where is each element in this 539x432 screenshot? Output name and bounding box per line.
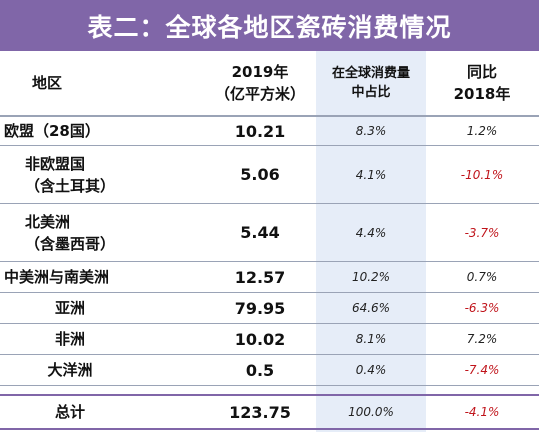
table-row: 非洲 10.02 8.1% 7.2% (0, 324, 539, 355)
total-label: 总计 (54, 403, 85, 421)
region-name: 亚洲 (54, 299, 85, 317)
header-region: 地区 (32, 74, 63, 92)
header-yoy: 同比 2018年 (453, 63, 511, 103)
yoy-value: 7.2% (466, 332, 498, 346)
share-value: 4.4% (355, 225, 387, 240)
yoy-value: 1.2% (466, 124, 498, 138)
header-value: 2019年 （亿平方米） (214, 63, 305, 103)
share-value: 8.3% (355, 124, 387, 138)
total-share: 100.0% (348, 405, 394, 419)
region-name: 大洋洲 (47, 361, 93, 379)
table-row: 中美洲与南美洲 12.57 10.2% 0.7% (0, 262, 539, 293)
yoy-value: 0.7% (466, 270, 498, 284)
header-share: 在全球消费量 中占比 (331, 66, 410, 100)
table-row: 北美洲 （含墨西哥） 5.44 4.4% -3.7% (0, 204, 539, 262)
share-value: 8.1% (355, 332, 387, 346)
total-row: 总计 123.75 100.0% -4.1% (0, 394, 539, 430)
table-title: 表二：全球各地区瓷砖消费情况 (0, 0, 539, 51)
consumption-value: 0.5 (245, 360, 275, 380)
consumption-value: 12.57 (234, 267, 286, 287)
consumption-value: 79.95 (234, 298, 286, 318)
share-value: 4.1% (355, 167, 387, 182)
consumption-value: 10.21 (234, 121, 286, 141)
consumption-value: 5.06 (240, 165, 280, 184)
region-name: 非欧盟国 （含土耳其） (24, 154, 115, 195)
share-value: 0.4% (355, 363, 387, 377)
total-value: 123.75 (229, 402, 291, 422)
table-row: 非欧盟国 （含土耳其） 5.06 4.1% -10.1% (0, 146, 539, 204)
region-name: 欧盟（28国） (4, 122, 100, 140)
share-value: 64.6% (351, 301, 391, 315)
yoy-value: -7.4% (464, 363, 500, 377)
share-value: 10.2% (351, 270, 391, 284)
table-row: 欧盟（28国） 10.21 8.3% 1.2% (0, 116, 539, 146)
consumption-value: 10.02 (234, 329, 286, 349)
region-name: 非洲 (54, 330, 85, 348)
table-row: 亚洲 79.95 64.6% -6.3% (0, 293, 539, 324)
yoy-value: -10.1% (460, 167, 504, 182)
table-row: 大洋洲 0.5 0.4% -7.4% (0, 355, 539, 386)
region-name: 北美洲 （含墨西哥） (24, 212, 115, 253)
total-yoy: -4.1% (464, 405, 500, 419)
region-name: 中美洲与南美洲 (4, 268, 110, 286)
yoy-value: -6.3% (464, 301, 500, 315)
share-column-shade (316, 51, 426, 432)
consumption-value: 5.44 (240, 223, 280, 242)
yoy-value: -3.7% (464, 225, 500, 240)
header-row: 地区 2019年 （亿平方米） 在全球消费量 中占比 同比 2018年 (0, 51, 539, 116)
consumption-table: 地区 2019年 （亿平方米） 在全球消费量 中占比 同比 2018年 欧盟（2… (0, 51, 539, 432)
